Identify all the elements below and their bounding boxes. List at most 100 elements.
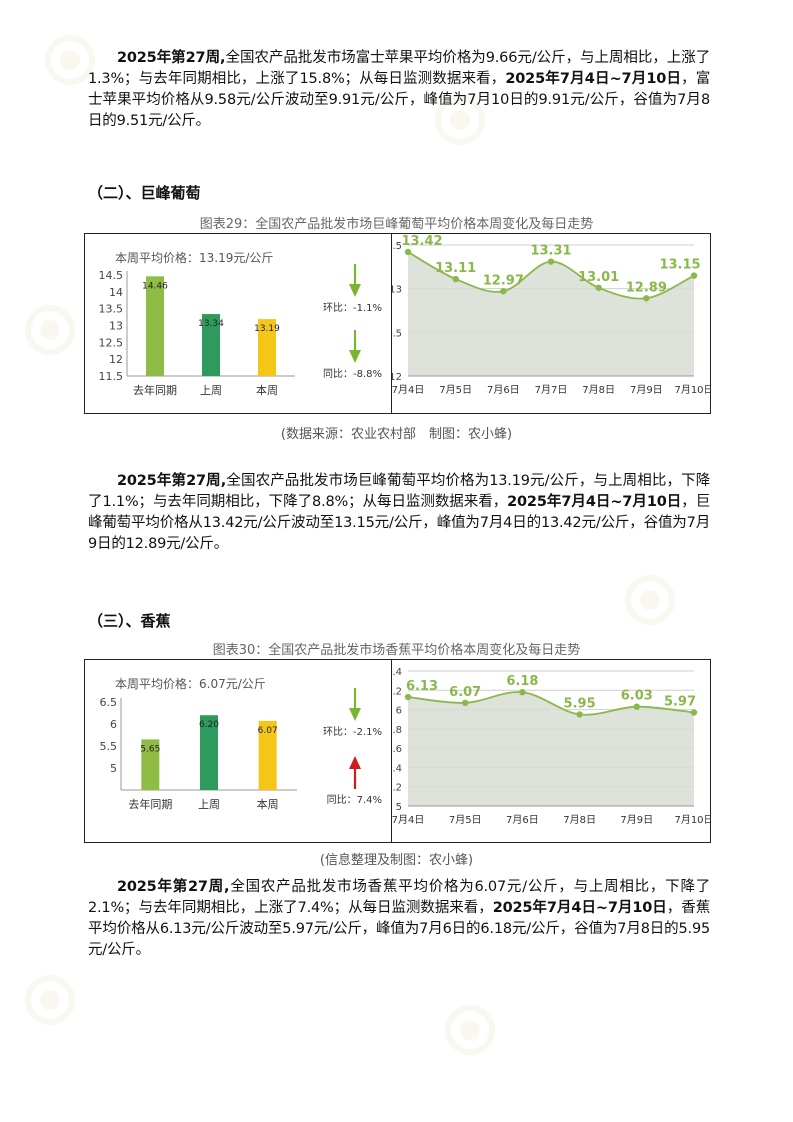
x-tick-label: 本周 [256, 383, 278, 397]
area-fill [408, 251, 694, 376]
bar-value-label: 6.07 [258, 726, 278, 736]
grape-bar-chart: 本周平均价格：13.19元/公斤 11.5 12 12.5 13 13.5 14 14.5 14… [99, 250, 383, 397]
y-tick-label: 12.5 [99, 336, 124, 349]
data-label: 6.13 [406, 679, 438, 694]
area-fill [408, 692, 694, 806]
y-tick-label: 6 [396, 706, 402, 717]
bar [146, 276, 164, 376]
y-tick-label: 5.6 [392, 744, 402, 755]
data-point [690, 272, 698, 279]
data-label: 13.15 [659, 258, 700, 273]
data-label: 5.97 [664, 694, 696, 709]
data-point [595, 284, 602, 291]
indicator-label: 同比：-8.8% [323, 368, 382, 380]
y-tick-label: 11.5 [99, 370, 124, 383]
data-label: 6.03 [621, 689, 653, 704]
watermark-logo [445, 1005, 495, 1055]
y-tick-label: 5 [396, 802, 402, 813]
grape-figure-caption: 图表29：全国农产品批发市场巨峰葡萄平均价格本周变化及每日走势 [199, 217, 594, 232]
arrow-head [349, 708, 361, 721]
x-tick-label: 7月10日 [674, 814, 710, 826]
banana-source: (信息整理及制图：农小蜂) [319, 853, 474, 868]
y-tick-label: 5.4 [392, 763, 402, 774]
data-label: 6.18 [506, 674, 538, 689]
figure-divider [391, 660, 392, 842]
y-tick-label: 13.5 [392, 241, 402, 252]
indicator-label: 环比：-2.1% [323, 726, 382, 738]
bar [202, 314, 220, 376]
x-tick-label: 7月6日 [487, 384, 520, 396]
data-point [643, 295, 650, 302]
banana-line-chart: 5 5.2 5.4 5.6 5.8 6 6.2 6.4 6.13 7月4日 6.07 7月5日 6.18… [392, 667, 710, 826]
grape-text-1: 全国农产品批发市场巨峰葡萄平均价格为13.19元/公斤，与上周相比，下降了1.1… [88, 473, 711, 510]
x-tick-label: 7月4日 [392, 814, 424, 826]
arrow-up-icon [349, 756, 361, 789]
banana-heading: （三）、香蕉 [88, 612, 171, 630]
y-tick-label: 13 [109, 320, 123, 333]
banana-bar-chart: 本周平均价格：6.07元/公斤 5 5.5 6 6.5 5.65 去年同期 6.20 上周 6.0… [100, 676, 383, 811]
x-tick-label: 上周 [198, 798, 220, 811]
y-tick-label: 14.5 [99, 269, 124, 282]
data-label: 5.95 [564, 696, 596, 711]
banana-date-bold: 2025年7月4日~7月10日 [492, 900, 667, 916]
grape-line-chart: 12 12.5 13 13.513.42 7月4日 13.11 7月5日 12.97 7月6日 1… [392, 234, 710, 396]
bar-chart-title: 本周平均价格：13.19元/公斤 [115, 250, 273, 265]
y-tick-label: 6.2 [392, 686, 402, 697]
y-tick-label: 14 [109, 286, 123, 299]
bar [200, 715, 218, 790]
data-label: 13.42 [401, 234, 442, 249]
arrow-head [349, 350, 361, 363]
watermark-logo [435, 95, 485, 145]
data-point [500, 288, 507, 295]
arrow-head [349, 756, 361, 769]
data-point [633, 703, 640, 710]
banana-figure-caption: 图表30：全国农产品批发市场香蕉平均价格本周变化及每日走势 [212, 643, 581, 658]
x-tick-label: 上周 [200, 384, 222, 397]
banana-text-2: ，香蕉平均价格从6.13元/公斤波动至5.97元/公斤，峰值为7月6日的6.18… [88, 900, 711, 958]
data-label: 12.97 [483, 273, 524, 288]
y-tick-label: 5 [110, 762, 117, 775]
data-label: 13.31 [530, 244, 571, 259]
bar-value-label: 5.65 [140, 744, 160, 754]
watermark-logo [625, 575, 675, 625]
indicator-label: 同比：7.4% [327, 794, 382, 806]
bar-chart-title: 本周平均价格：6.07元/公斤 [115, 676, 266, 691]
figure-divider [391, 234, 392, 413]
bar [258, 319, 276, 376]
data-label: 13.01 [578, 270, 619, 285]
grape-figure: 本周平均价格：13.19元/公斤 11.5 12 12.5 13 13.5 14 14.5 14… [84, 233, 711, 414]
arrow-down-icon [349, 330, 361, 363]
data-point [404, 248, 412, 256]
data-point [519, 689, 526, 696]
banana-text-1: 全国农产品批发市场香蕉平均价格为6.07元/公斤，与上周相比，下降了2.1%；与… [88, 879, 711, 916]
banana-paragraph: 2025年第27周,全国农产品批发市场香蕉平均价格为6.07元/公斤，与上周相比… [88, 877, 710, 961]
x-tick-label: 7月9日 [630, 384, 663, 396]
y-tick-label: 6.4 [392, 667, 402, 678]
apple-week-bold: 2025年第27周, [117, 50, 226, 66]
indicator-label: 环比：-1.1% [323, 302, 382, 314]
y-tick-label: 6 [110, 718, 117, 731]
x-tick-label: 7月9日 [620, 814, 653, 826]
grape-source: (数据来源：农业农村部 制图：农小蜂) [280, 427, 513, 442]
x-tick-label: 7月5日 [449, 814, 482, 826]
x-tick-label: 7月6日 [506, 814, 539, 826]
x-tick-label: 本周 [257, 797, 279, 811]
arrow-down-icon [349, 688, 361, 721]
data-label: 6.07 [449, 685, 481, 700]
y-tick-label: 12 [109, 353, 123, 366]
x-tick-label: 7月8日 [582, 384, 615, 396]
data-point [576, 711, 583, 718]
y-tick-label: 13 [392, 285, 402, 296]
y-tick-label: 6.5 [100, 696, 118, 709]
watermark-logo [25, 305, 75, 355]
x-tick-label: 7月4日 [392, 384, 424, 396]
banana-week-bold: 2025年第27周, [117, 879, 230, 895]
x-tick-label: 7月7日 [535, 384, 568, 396]
y-tick-label: 5.8 [392, 725, 402, 736]
y-tick-label: 5.5 [100, 740, 118, 753]
x-tick-label: 去年同期 [133, 383, 177, 397]
grape-date-bold: 2025年7月4日~7月10日 [507, 494, 682, 510]
bar-value-label: 13.34 [198, 319, 224, 329]
bar [141, 739, 160, 790]
watermark-logo [45, 35, 95, 85]
